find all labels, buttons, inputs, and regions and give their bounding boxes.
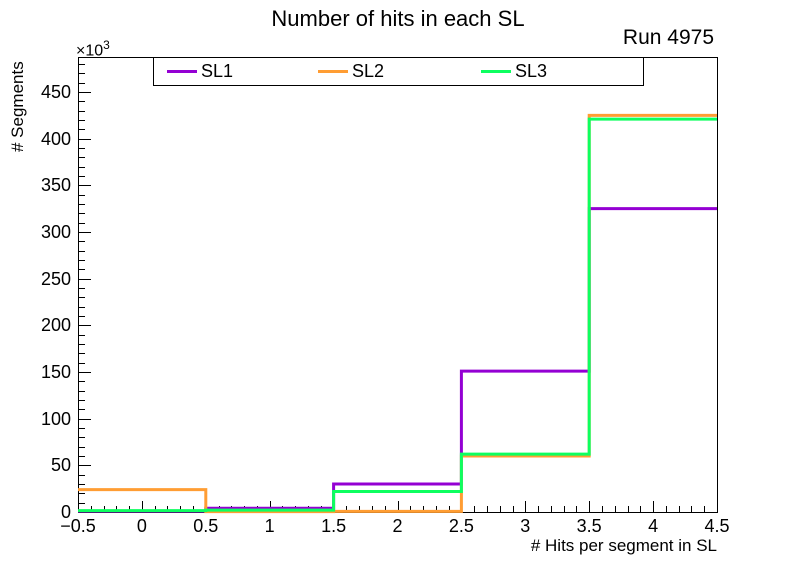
y-axis-multiplier: ×103 [76, 38, 110, 60]
run-number-label: Run 4975 [622, 26, 714, 49]
y-tick-label: 350 [40, 175, 71, 196]
sl2-line-swatch [318, 70, 348, 73]
legend-box: SL1 SL2 SL3 [153, 57, 644, 86]
x-tick-label: 0 [136, 516, 147, 536]
x-tick-label: −0.5 [60, 516, 96, 536]
sl1-line-swatch [167, 70, 197, 73]
x-axis-title: # Hits per segment in SL [530, 536, 717, 555]
sl3-line-swatch [481, 70, 511, 73]
series-path-sl1 [78, 207, 717, 513]
series-path-sl2 [78, 113, 717, 514]
x-tick-label: 1.5 [321, 516, 347, 536]
x-tick-label: 3 [520, 516, 531, 536]
y-tick-label: 300 [40, 222, 71, 242]
x-tick-label: 0.5 [193, 516, 219, 536]
y-tick-label: 50 [50, 455, 71, 476]
x-tick-label: 4.5 [704, 516, 730, 536]
legend-label-sl1: SL1 [201, 61, 234, 81]
y-tick-label: 250 [40, 268, 71, 289]
y-tick-label: 100 [40, 408, 71, 429]
y-axis-multiplier-exponent: 3 [103, 38, 110, 52]
series-path-sl3 [78, 117, 717, 513]
x-tick-label: 2.5 [448, 516, 474, 536]
chart-title: Number of hits in each SL [271, 6, 525, 31]
y-axis-multiplier-base: ×10 [76, 42, 104, 60]
plot-frame [78, 57, 718, 513]
y-tick-label: 400 [40, 128, 71, 149]
y-tick-label: 450 [40, 82, 71, 102]
x-tick-label: 3.5 [576, 516, 602, 536]
legend-label-sl2: SL2 [352, 61, 385, 81]
y-tick-label: 150 [40, 362, 71, 382]
y-tick-label: 0 [60, 502, 71, 522]
x-tick-label: 4 [648, 516, 659, 536]
y-axis-title: # Segments [8, 61, 27, 152]
y-tick-label: 200 [40, 315, 71, 336]
legend-label-sl3: SL3 [515, 61, 548, 81]
x-tick-label: 2 [392, 516, 403, 536]
x-tick-label: 1 [264, 516, 275, 536]
